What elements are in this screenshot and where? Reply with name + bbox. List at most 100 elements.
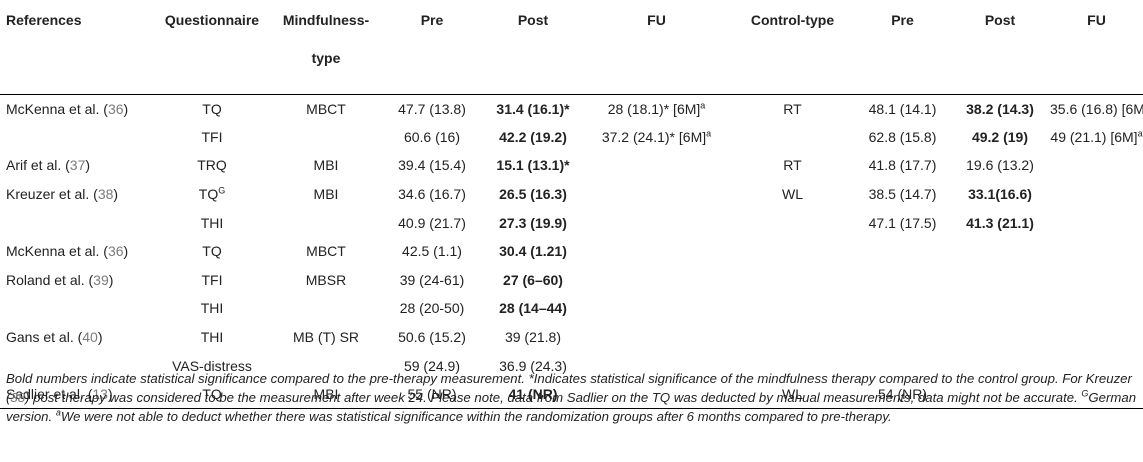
cell-control-post: [950, 294, 1050, 323]
reference-link[interactable]: 38: [97, 186, 114, 203]
cell-control-pre: 48.1 (14.1): [855, 94, 950, 123]
cell-control-fu: [1050, 208, 1143, 237]
results-table: References Questionnaire Mindfulness-typ…: [0, 0, 1143, 410]
cell-questionnaire: VAS-distress: [153, 351, 271, 380]
cell-pre-value: 60.6 (16): [403, 128, 461, 145]
cell-questionnaire: TQG: [153, 180, 271, 209]
table-row: Sadlier et al. (13) TQ MBI 55 (NR) 41 (NR) WL…: [0, 379, 1143, 410]
cell-pre-value: 34.6 (16.7): [398, 186, 466, 203]
cell-questionnaire: THI: [153, 294, 271, 323]
cell-post: 39 (21.8): [483, 323, 583, 352]
cell-post: 27.3 (19.9): [483, 208, 583, 237]
table-row: TFI 60.6 (16) 42.2 (19.2) 37.2 (24.1)* [6M]…: [0, 123, 1143, 152]
cell-control-post-value: 33.1(16.6): [968, 186, 1032, 203]
footnote-sup-g: G: [1081, 388, 1089, 399]
cell-control-post: [950, 379, 1050, 410]
reference-link[interactable]: 40: [82, 329, 98, 346]
cell-control-fu: [1050, 237, 1143, 266]
cell-control-pre: 54 (NR): [855, 379, 950, 410]
cell-control-post-value: 19.6 (13.2): [966, 157, 1034, 174]
cell-control-type: WL: [730, 379, 855, 410]
reference-close: ): [97, 329, 103, 346]
cell-questionnaire-value: TRQ: [197, 157, 227, 174]
header-control-post: Post: [950, 0, 1050, 95]
cell-questionnaire-value: TQ: [202, 385, 222, 402]
cell-control-pre-value: 47.1 (17.5): [868, 214, 937, 231]
reference-name: Arif et al. (: [6, 157, 70, 174]
cell-questionnaire-superscript: G: [218, 185, 226, 196]
cell-control-type: [730, 266, 855, 295]
footnote-text-3: German version.: [6, 390, 1137, 424]
cell-control-fu: [1050, 323, 1143, 352]
reference-link[interactable]: 39: [93, 271, 109, 288]
cell-post-value: 27.3 (19.9): [499, 214, 567, 231]
cell-questionnaire: TQ: [153, 379, 271, 410]
cell-questionnaire-value: THI: [200, 329, 224, 346]
cell-control-post: [950, 266, 1050, 295]
cell-control-fu: [1050, 379, 1143, 410]
reference-link[interactable]: 13: [92, 385, 108, 402]
cell-questionnaire: TQ: [153, 237, 271, 266]
cell-control-post: [950, 323, 1050, 352]
cell-pre: 42.5 (1.1): [381, 237, 483, 266]
cell-fu: [583, 151, 730, 180]
header-mindfulness-type: Mindfulness-type: [271, 0, 381, 95]
cell-post: 28 (14–44): [483, 294, 583, 323]
cell-control-pre-value: 48.1 (14.1): [868, 100, 937, 117]
cell-pre: 39.4 (15.4): [381, 151, 483, 180]
table-body: McKenna et al. (36) TQ MBCT 47.7 (13.8) 31.4…: [0, 94, 1143, 410]
footnote-text-4: We were not able to deduct whether there…: [60, 409, 892, 424]
cell-control-pre: [855, 294, 950, 323]
cell-mindfulness-type: MBCT: [271, 94, 381, 123]
cell-control-pre: 38.5 (14.7): [855, 180, 950, 209]
cell-mindfulness-type: [271, 208, 381, 237]
cell-pre-value: 40.9 (21.7): [398, 214, 466, 231]
cell-control-type: WL: [730, 180, 855, 209]
cell-control-pre-value: 54 (NR): [877, 385, 927, 402]
cell-control-type: RT: [730, 94, 855, 123]
cell-control-post: 49.2 (19): [950, 123, 1050, 152]
reference-link[interactable]: 36: [107, 100, 124, 117]
cell-mindfulness-type-value: MBI: [313, 157, 339, 174]
cell-control-fu: [1050, 294, 1143, 323]
footnote-ref-link[interactable]: 38: [10, 390, 26, 405]
cell-questionnaire-value: TQ: [202, 243, 222, 260]
cell-pre-value: 42.5 (1.1): [402, 243, 462, 260]
reference-link[interactable]: 36: [107, 243, 124, 260]
cell-post-value: 42.2 (19.2): [499, 128, 567, 145]
cell-post: 42.2 (19.2): [483, 123, 583, 152]
cell-control-pre: [855, 237, 950, 266]
cell-control-pre-value: 38.5 (14.7): [868, 186, 937, 203]
cell-pre: 47.7 (13.8): [381, 94, 483, 123]
table-row: VAS-distress 59 (24.9) 36.9 (24.3): [0, 351, 1143, 380]
reference-close: ): [123, 100, 129, 117]
header-row: References Questionnaire Mindfulness-typ…: [0, 0, 1143, 95]
cell-control-post: 33.1(16.6): [950, 180, 1050, 209]
cell-control-post: 38.2 (14.3): [950, 94, 1050, 123]
table-footnote: Bold numbers indicate statistical signif…: [6, 369, 1138, 426]
cell-post-value: 39 (21.8): [504, 329, 562, 346]
cell-control-pre-value: 41.8 (17.7): [868, 157, 937, 174]
table-row: Kreuzer et al. (38) TQG MBI 34.6 (16.7) 26.5…: [0, 180, 1143, 209]
cell-control-post: 41.3 (21.1): [950, 208, 1050, 237]
cell-control-pre: 41.8 (17.7): [855, 151, 950, 180]
cell-control-type: [730, 323, 855, 352]
cell-questionnaire: TFI: [153, 266, 271, 295]
reference-link[interactable]: 37: [69, 157, 86, 174]
cell-pre: 28 (20-50): [381, 294, 483, 323]
cell-pre-value: 28 (20-50): [399, 300, 465, 317]
cell-control-type: RT: [730, 151, 855, 180]
cell-control-type: [730, 237, 855, 266]
cell-fu: [583, 237, 730, 266]
cell-fu-value: 28 (18.1)* [6M]: [607, 100, 701, 117]
cell-reference: [0, 294, 153, 323]
cell-control-fu: [1050, 266, 1143, 295]
cell-fu: [583, 379, 730, 410]
cell-control-post: [950, 237, 1050, 266]
cell-control-pre: [855, 266, 950, 295]
cell-fu: [583, 266, 730, 295]
cell-fu-value: 37.2 (24.1)* [6M]: [601, 128, 707, 145]
cell-reference: [0, 123, 153, 152]
cell-control-fu: [1050, 151, 1143, 180]
cell-post: 41 (NR): [483, 379, 583, 410]
